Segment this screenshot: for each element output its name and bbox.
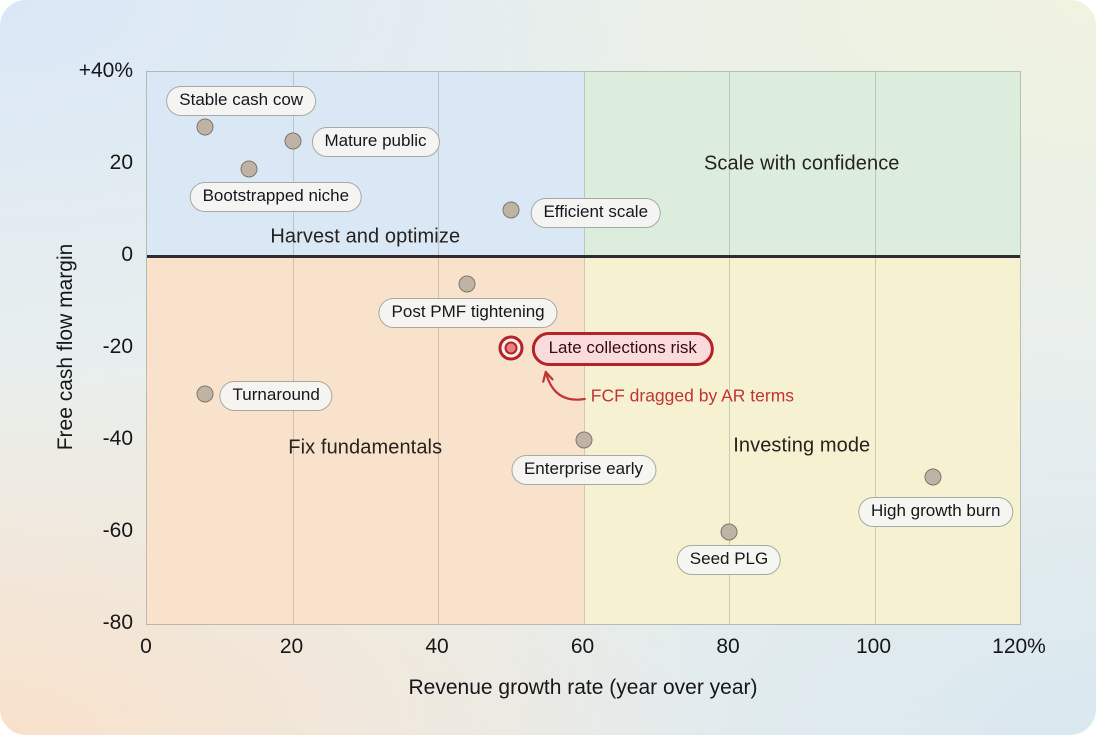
x-tick-100: 100 (855, 635, 892, 658)
data-point-efficient-scale (502, 201, 520, 219)
plot-area: Harvest and optimize Scale with confidenc… (146, 71, 1021, 625)
point-label-post-pmf-tightening: Post PMF tightening (378, 297, 558, 328)
x-tick-60: 60 (570, 635, 595, 658)
point-label-enterprise-early: Enterprise early (510, 455, 657, 485)
point-label-efficient-scale: Efficient scale (530, 198, 662, 228)
y-tick-20: 20 (109, 151, 133, 174)
point-label-turnaround: Turnaround (219, 381, 333, 411)
data-point-enterprise-early (575, 431, 592, 449)
point-label-late-collections-risk: Late collections risk (531, 332, 714, 366)
zero-line (147, 254, 1020, 258)
point-label-seed-plg: Seed PLG (676, 545, 782, 575)
data-point-seed-plg (720, 523, 738, 541)
highlight-point-late-collections-risk (504, 341, 518, 355)
gridline-x-20 (292, 72, 294, 624)
data-point-post-pmf-tightening (458, 275, 476, 293)
quadrant-investing-mode (583, 256, 1020, 624)
highlight-point-ring-late-collections-risk (498, 335, 524, 361)
x-tick-120: 120% (992, 635, 1046, 658)
x-tick-20: 20 (279, 635, 304, 658)
quadrant-label-fix-fundamentals: Fix fundamentals (288, 436, 443, 459)
x-tick-0: 0 (140, 635, 152, 658)
y-tick--60: -60 (102, 519, 133, 542)
gridline-x-80 (729, 72, 730, 624)
annotation-text: FCF dragged by AR terms (590, 385, 795, 406)
quadrant-label-investing-mode: Investing mode (733, 434, 871, 457)
gridline-x-100 (874, 72, 876, 624)
gridline-x-40 (438, 72, 439, 624)
quadrant-scale-with-confidence (583, 72, 1020, 256)
x-tick-80: 80 (716, 635, 740, 658)
y-tick--40: -40 (102, 427, 133, 450)
y-axis-title: Free cash flow margin (54, 243, 77, 451)
data-point-bootstrapped-niche (240, 160, 258, 178)
y-tick--20: -20 (102, 335, 133, 358)
data-point-stable-cash-cow (196, 118, 214, 136)
point-label-high-growth-burn: High growth burn (857, 496, 1014, 527)
quadrant-label-harvest-and-optimize: Harvest and optimize (270, 225, 461, 248)
y-tick-40: +40% (78, 59, 133, 82)
y-tick-0: 0 (121, 243, 133, 266)
data-point-high-growth-burn (924, 468, 942, 486)
y-tick--80: -80 (102, 611, 133, 634)
x-tick-40: 40 (425, 635, 449, 658)
data-point-turnaround (196, 385, 214, 403)
point-label-mature-public: Mature public (311, 127, 440, 157)
quadrant-label-scale-with-confidence: Scale with confidence (703, 152, 900, 175)
x-axis-title: Revenue growth rate (year over year) (408, 676, 758, 699)
point-label-stable-cash-cow: Stable cash cow (166, 86, 317, 117)
data-point-mature-public (284, 132, 301, 150)
point-label-bootstrapped-niche: Bootstrapped niche (189, 181, 363, 212)
